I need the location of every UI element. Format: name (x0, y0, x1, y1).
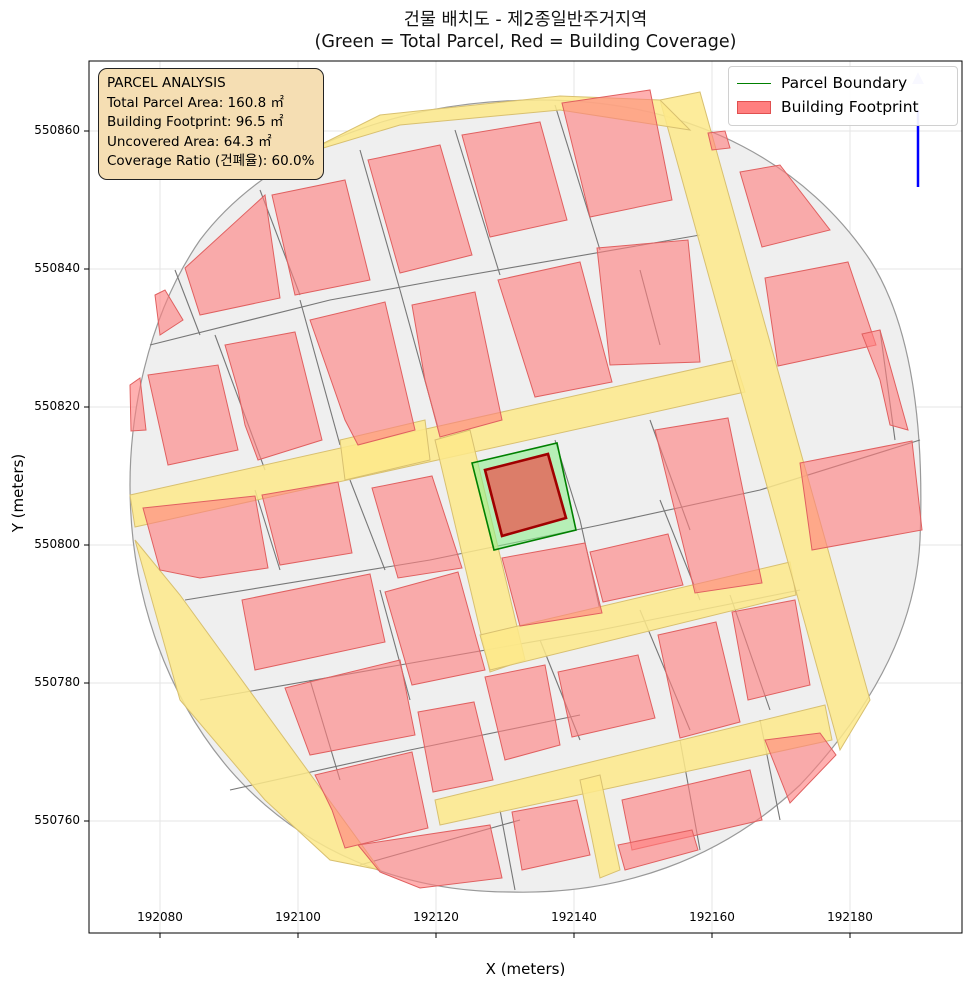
y-axis-label: Y (meters) (9, 453, 27, 533)
building-footprint-swatch (737, 100, 771, 114)
legend-label: Parcel Boundary (781, 74, 908, 92)
tick-marks (84, 130, 851, 938)
x-tick-label: 192180 (827, 910, 873, 924)
parcel-analysis-box: PARCEL ANALYSIS Total Parcel Area: 160.8… (98, 68, 325, 180)
infobox-heading: PARCEL ANALYSIS (107, 75, 226, 91)
map-legend: Parcel Boundary Building Footprint (728, 66, 958, 126)
legend-item-parcel-boundary: Parcel Boundary (737, 71, 949, 95)
building-footprint-area: Building Footprint: 96.5 ㎡ (107, 114, 284, 130)
subject-building (483, 452, 568, 538)
total-parcel-area: Total Parcel Area: 160.8 ㎡ (107, 94, 284, 111)
coverage-ratio: Coverage Ratio (건폐율): 60.0% (107, 153, 315, 169)
y-tick-label: 550800 (34, 537, 80, 551)
uncovered-area: Uncovered Area: 64.3 ㎡ (107, 133, 272, 150)
map-subtitle: (Green = Total Parcel, Red = Building Co… (314, 32, 737, 52)
x-tick-label: 192080 (137, 910, 183, 924)
y-tick-label: 550760 (34, 813, 80, 827)
x-tick-label: 192160 (689, 910, 735, 924)
y-tick-label: 550860 (34, 123, 80, 137)
legend-item-building-footprint: Building Footprint (737, 95, 949, 119)
x-axis-label: X (meters) (485, 960, 566, 978)
plot-frame (88, 60, 963, 934)
x-tick-label: 192100 (275, 910, 321, 924)
y-tick-label: 550780 (34, 675, 80, 689)
roads (129, 91, 871, 879)
buildings (129, 89, 923, 889)
y-tick-label: 550840 (34, 261, 80, 275)
x-tick-label: 192120 (413, 910, 459, 924)
map-title: 건물 배치도 - 제2종일반주거지역 (403, 10, 648, 30)
x-tick-label: 192140 (551, 910, 597, 924)
legend-label: Building Footprint (781, 98, 919, 116)
y-tick-label: 550820 (34, 399, 80, 413)
parcel-boundary-swatch (737, 82, 771, 84)
